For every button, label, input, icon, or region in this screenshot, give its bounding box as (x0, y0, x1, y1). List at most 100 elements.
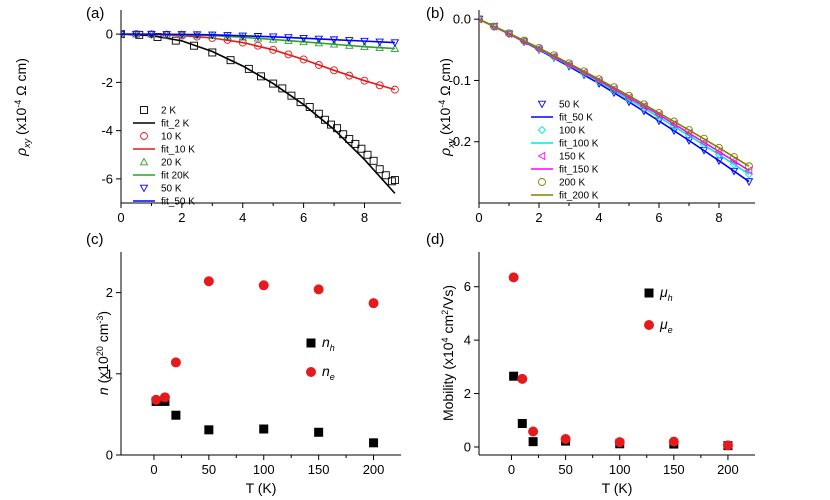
fit-line (479, 18, 750, 167)
data-point (299, 55, 308, 64)
data-point (390, 85, 399, 94)
data-point (685, 126, 693, 135)
legend-marker (537, 125, 547, 135)
legend-marker (306, 338, 316, 348)
legend-item-100-k: 100 K (537, 125, 585, 137)
data-point (479, 15, 484, 24)
data-point (287, 91, 296, 100)
legend-marker (537, 100, 547, 109)
legend-item-10-k: 10 K (140, 132, 182, 143)
data-point (655, 108, 663, 117)
x-tick-label: 8 (361, 210, 368, 225)
legend-marker (538, 178, 546, 186)
y-tick-label: 0 (106, 448, 113, 463)
data-point (744, 166, 753, 175)
x-tick-label: 0 (475, 210, 482, 225)
y-tick-label: 2 (106, 285, 113, 300)
series-n-e (151, 276, 379, 405)
data-point (490, 22, 498, 31)
x-tick-label: 8 (715, 210, 722, 225)
data-point (204, 425, 214, 435)
y-axis-title: n (x1020 cm-3) (95, 311, 111, 395)
legend-label-base: μ (659, 284, 668, 300)
legend-item-n-h: nh (306, 334, 335, 353)
legend: 50 K fit_50 K 100 K fit_100 K 150 K fit_150 K… (531, 100, 599, 202)
x-axis-title: T (K) (602, 480, 633, 496)
data-point (729, 156, 738, 165)
legend-label: 100 K (559, 126, 585, 137)
data-point (668, 436, 679, 447)
y-axis-title-part: (x10 (95, 356, 111, 387)
y-axis-title: ρxy (x10-4 Ω cm) (13, 58, 32, 157)
plot-area (151, 276, 379, 448)
plot-area (121, 29, 400, 194)
legend-item-50-k: 50 K (139, 184, 182, 195)
legend-item-2-k: 2 K (140, 106, 176, 117)
legend-item-fit-100-k: fit_100 K (531, 139, 599, 150)
y-tick-label: 0 (464, 439, 471, 454)
y-axis-title: ρxy (x10-4 Ω cm) (437, 58, 456, 157)
legend-label: 50 K (161, 184, 182, 195)
x-tick-label: 0 (117, 210, 124, 225)
x-tick-label: 150 (308, 462, 330, 477)
data-point (375, 165, 384, 174)
legend-item-200-k: 200 K (538, 178, 585, 189)
series-fit-50-k (479, 18, 750, 183)
data-point (313, 284, 324, 295)
data-point (284, 50, 293, 59)
data-point (314, 427, 324, 437)
y-tick-label: -4 (101, 123, 113, 138)
legend-item-fit-2-k: fit_2 K (133, 119, 190, 130)
legend-item-50-k: 50 K (537, 100, 580, 111)
legend-label: fit_200 K (559, 191, 599, 202)
data-point (625, 91, 633, 100)
x-tick-label: 200 (717, 462, 739, 477)
data-point (700, 134, 708, 143)
legend-label: 10 K (161, 132, 182, 143)
y-tick-label: 0 (106, 27, 113, 42)
data-point (610, 83, 618, 92)
data-point (580, 67, 588, 76)
data-point (730, 153, 738, 161)
y-axis-title-part: Ω cm) (13, 58, 29, 100)
y-axis-title-part: -3 (95, 316, 105, 324)
data-point (159, 392, 170, 403)
data-point (744, 178, 754, 186)
data-point (684, 128, 693, 138)
legend-item-fit-50-k: fit_50 K (133, 197, 195, 208)
legend-marker (537, 151, 546, 161)
data-point (517, 373, 528, 384)
y-axis-title-part: n (95, 387, 111, 395)
y-axis-title-part: cm (440, 315, 456, 338)
y-axis-title-part: 4 (440, 337, 450, 342)
data-point (269, 79, 278, 88)
x-tick-label: 0 (508, 462, 515, 477)
data-point (151, 394, 162, 405)
legend-marker (139, 184, 149, 193)
legend-label-subscript: h (668, 293, 673, 303)
data-point (226, 56, 235, 65)
data-point (203, 276, 214, 287)
legend-label-base: n (322, 363, 330, 379)
legend-label-subscript: e (330, 372, 335, 382)
data-point (259, 424, 269, 434)
fit-line (479, 18, 750, 183)
data-point (387, 177, 396, 186)
data-point (345, 71, 354, 80)
data-point (351, 139, 360, 148)
series-50-k (479, 15, 754, 186)
y-axis-title-part: ρ (13, 148, 29, 157)
legend-item-fit-200-k: fit_200 K (531, 191, 599, 202)
fit-line (121, 33, 395, 44)
legend-item-fit-10-k: fit_10 K (133, 145, 195, 156)
y-tick-label: 2 (464, 386, 471, 401)
y-tick-label: -0.2 (449, 134, 471, 149)
x-tick-label: 2 (178, 210, 185, 225)
data-point (357, 144, 366, 153)
legend-item-e: μe (644, 316, 673, 335)
x-tick-label: 6 (655, 210, 662, 225)
legend-label: fit_50 K (559, 113, 593, 124)
data-point (509, 371, 519, 381)
x-tick-label: 4 (239, 210, 246, 225)
y-tick-label: 1 (106, 366, 113, 381)
